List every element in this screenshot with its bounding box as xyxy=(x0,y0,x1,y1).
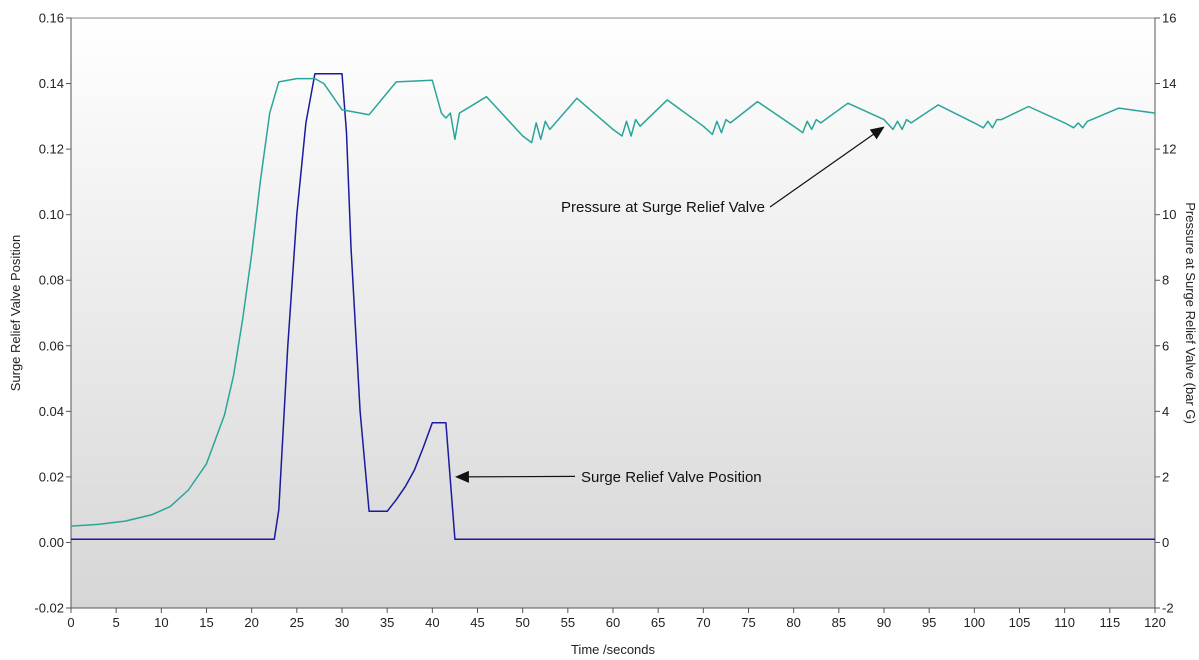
y-tick-label-left: 0.04 xyxy=(39,404,64,419)
y-axis-left-title: Surge Relief Valve Position xyxy=(8,235,23,392)
valve-annotation-arrow xyxy=(454,470,576,483)
valve-annotation-label: Surge Relief Valve Position xyxy=(581,469,762,486)
x-tick-label: 30 xyxy=(335,615,349,630)
y-tick-label-right: 12 xyxy=(1162,142,1176,157)
x-tick-label: 75 xyxy=(741,615,755,630)
x-tick-label: 110 xyxy=(1054,615,1075,630)
x-tick-label: 55 xyxy=(561,615,575,630)
x-axis-title: Time /seconds xyxy=(571,642,656,657)
y-tick-label-right: 4 xyxy=(1162,404,1169,419)
x-tick-label: 45 xyxy=(470,615,484,630)
y-tick-label-right: 8 xyxy=(1162,273,1169,288)
x-tick-label: 60 xyxy=(606,615,620,630)
x-tick-label: 10 xyxy=(154,615,168,630)
x-axis: 0 5 10 15 20 25 30 35 40 45 50 55 60 65 70 75 80 85 90 95 10… xyxy=(67,607,1166,630)
x-tick-label: 35 xyxy=(380,615,394,630)
series-layer xyxy=(70,72,1156,540)
y-tick-label-right: 6 xyxy=(1162,338,1169,353)
x-tick-label: 20 xyxy=(244,615,258,630)
y-tick-label-left: -0.02 xyxy=(34,601,64,616)
x-tick-label: 120 xyxy=(1144,615,1166,630)
x-tick-label: 5 xyxy=(113,615,120,630)
pressure-series-line xyxy=(70,77,1156,527)
x-tick-label: 0 xyxy=(67,615,74,630)
y-tick-label-right: 16 xyxy=(1162,11,1176,26)
pressure-annotation-arrow xyxy=(769,126,885,208)
y-tick-label-left: 0.14 xyxy=(39,76,64,91)
y-tick-label-right: 0 xyxy=(1162,535,1169,550)
y-tick-label-left: 0.02 xyxy=(39,469,64,484)
valve-position-series-line xyxy=(71,72,1155,540)
plot-area xyxy=(70,17,1156,609)
x-tick-label: 40 xyxy=(425,615,439,630)
annotation-layer: Pressure at Surge Relief Valve Surge Reli… xyxy=(454,126,885,486)
x-tick-label: 50 xyxy=(515,615,529,630)
y-tick-label-left: 0.06 xyxy=(39,338,64,353)
x-tick-label: 90 xyxy=(877,615,891,630)
y-tick-label-right: 14 xyxy=(1162,76,1176,91)
x-tick-label: 105 xyxy=(1009,615,1031,630)
y-tick-label-left: 0.10 xyxy=(39,207,64,222)
y-axis-left: -0.02 0.00 0.02 0.04 0.06 0.08 0.10 0.12 0.14 0.1… xyxy=(34,11,72,616)
x-tick-label: 115 xyxy=(1099,615,1120,630)
y-tick-label-left: 0.00 xyxy=(39,535,64,550)
y-tick-label-left: 0.12 xyxy=(39,142,64,157)
y-tick-label-left: 0.08 xyxy=(39,273,64,288)
y-tick-label-left: 0.16 xyxy=(39,11,64,26)
y-axis-right-title: Pressure at Surge Relief Valve (bar G) xyxy=(1183,202,1198,424)
x-tick-label: 25 xyxy=(290,615,304,630)
x-tick-label: 95 xyxy=(922,615,936,630)
x-tick-label: 100 xyxy=(963,615,985,630)
y-tick-label-right: -2 xyxy=(1162,601,1174,616)
x-tick-label: 70 xyxy=(696,615,710,630)
x-tick-label: 80 xyxy=(786,615,800,630)
x-tick-label: 85 xyxy=(832,615,846,630)
x-tick-label: 15 xyxy=(199,615,213,630)
y-tick-label-right: 10 xyxy=(1162,207,1176,222)
y-axis-right: -2 0 2 4 6 8 10 12 14 16 xyxy=(1154,11,1176,616)
x-tick-label: 65 xyxy=(651,615,665,630)
y-tick-label-right: 2 xyxy=(1162,469,1169,484)
pressure-annotation-label: Pressure at Surge Relief Valve xyxy=(561,199,765,216)
